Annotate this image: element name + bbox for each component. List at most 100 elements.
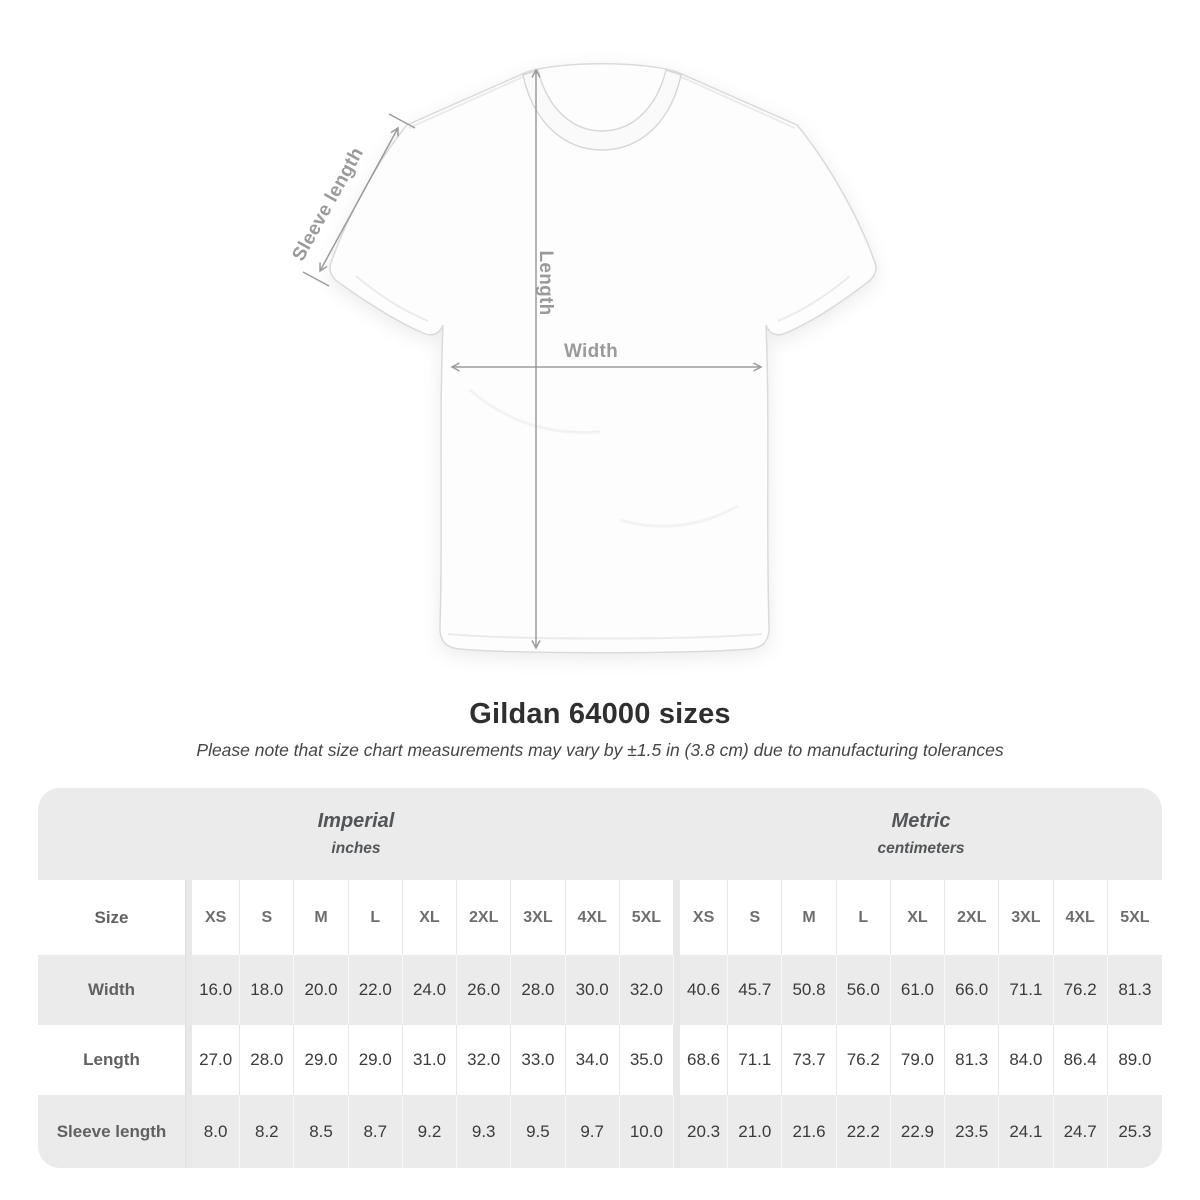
imperial-group-label: Imperial [317, 810, 395, 832]
cell-length-metric-s: 71.1 [728, 1025, 783, 1095]
page-title: Gildan 64000 sizes [469, 698, 731, 730]
cell-sleeve-length-metric-5xl: 25.3 [1107, 1095, 1162, 1168]
cell-sleeve-length-metric-4xl: 24.7 [1053, 1095, 1108, 1168]
size-header-imperial-2xl: 2XL [457, 880, 512, 955]
cell-sleeve-length-imperial-2xl: 9.3 [457, 1095, 512, 1168]
metric-group-unit: centimeters [877, 840, 965, 857]
cell-sleeve-length-metric-s: 21.0 [728, 1095, 783, 1168]
size-header-imperial-s: S [240, 880, 295, 955]
cell-width-imperial-l: 22.0 [348, 955, 403, 1025]
cell-sleeve-length-metric-3xl: 24.1 [999, 1095, 1054, 1168]
cell-width-imperial-m: 20.0 [294, 955, 349, 1025]
cell-width-metric-s: 45.7 [728, 955, 783, 1025]
cell-length-imperial-m: 29.0 [294, 1025, 349, 1095]
size-header-metric-xs: XS [673, 880, 729, 955]
size-header-metric-2xl: 2XL [945, 880, 1000, 955]
cell-length-metric-l: 76.2 [836, 1025, 891, 1095]
cell-width-metric-xl: 61.0 [890, 955, 946, 1025]
cell-length-imperial-2xl: 32.0 [457, 1025, 512, 1095]
cell-width-metric-l: 56.0 [836, 955, 891, 1025]
imperial-group-unit: inches [331, 840, 381, 857]
cell-sleeve-length-imperial-3xl: 9.5 [511, 1095, 566, 1168]
row-label-width: Width [38, 955, 186, 1025]
size-header-metric-s: S [728, 880, 783, 955]
cell-width-imperial-xs: 16.0 [186, 955, 241, 1025]
sleeve-length-arrow [319, 126, 399, 273]
size-table-container: Imperial inches Metric centimeters Size X… [38, 788, 1162, 1168]
cell-width-metric-4xl: 76.2 [1053, 955, 1108, 1025]
cell-length-metric-5xl: 89.0 [1107, 1025, 1162, 1095]
cell-width-imperial-5xl: 32.0 [619, 955, 674, 1025]
cell-width-imperial-4xl: 30.0 [565, 955, 620, 1025]
cell-length-metric-3xl: 84.0 [999, 1025, 1054, 1095]
collar [522, 69, 682, 151]
cell-sleeve-length-metric-m: 21.6 [782, 1095, 837, 1168]
tshirt-measurement-diagram: Width Length Sleeve length [288, 63, 877, 654]
size-header-imperial-m: M [294, 880, 349, 955]
cell-length-imperial-3xl: 33.0 [511, 1025, 566, 1095]
tshirt-illustration [329, 63, 877, 654]
cell-length-imperial-xs: 27.0 [186, 1025, 241, 1095]
cell-width-metric-xs: 40.6 [673, 955, 729, 1025]
row-label-sleeve-length: Sleeve length [38, 1095, 186, 1168]
size-header-imperial-l: L [348, 880, 403, 955]
metric-group-header: Metric centimeters [673, 788, 1162, 880]
left-sleeve-hem [355, 275, 429, 322]
cell-sleeve-length-metric-2xl: 23.5 [945, 1095, 1000, 1168]
size-header-imperial-3xl: 3XL [511, 880, 566, 955]
cell-width-imperial-s: 18.0 [240, 955, 295, 1025]
row-label-length: Length [38, 1025, 186, 1095]
cell-length-imperial-l: 29.0 [348, 1025, 403, 1095]
size-table-body: Size XS S M L XL 2XL 3XL 4XL 5XL XS S M L XL 2XL 3XL 4XL 5… [38, 880, 1162, 1168]
sleeve-arrow-bottom-tick [302, 271, 330, 287]
size-table: Imperial inches Metric centimeters Size X… [38, 788, 1162, 1168]
tolerance-note: Please note that size chart measurements… [196, 740, 1004, 760]
measurement-row-width: Width 16.0 18.0 20.0 22.0 24.0 26.0 28.0 30.0 32.… [38, 955, 1162, 1025]
cell-length-metric-4xl: 86.4 [1053, 1025, 1108, 1095]
size-header-imperial-4xl: 4XL [565, 880, 620, 955]
cell-length-imperial-xl: 31.0 [402, 1025, 458, 1095]
width-label: Width [564, 341, 618, 362]
left-shoulder-seam [408, 75, 526, 129]
measurement-row-sleeve-length: Sleeve length 8.0 8.2 8.5 8.7 9.2 9.3 9.5 9.7 10.… [38, 1095, 1162, 1168]
cell-length-metric-m: 73.7 [782, 1025, 837, 1095]
cell-sleeve-length-metric-xl: 22.9 [890, 1095, 946, 1168]
cell-width-metric-5xl: 81.3 [1107, 955, 1162, 1025]
cell-length-metric-xs: 68.6 [673, 1025, 729, 1095]
cell-width-imperial-2xl: 26.0 [457, 955, 512, 1025]
sleeve-arrow-top-tick [388, 113, 416, 129]
cell-sleeve-length-imperial-5xl: 10.0 [619, 1095, 674, 1168]
imperial-group-header: Imperial inches [38, 788, 674, 880]
cell-width-imperial-3xl: 28.0 [511, 955, 566, 1025]
size-header-metric-xl: XL [890, 880, 946, 955]
cell-width-metric-m: 50.8 [782, 955, 837, 1025]
size-header-metric-l: L [836, 880, 891, 955]
length-label: Length [535, 250, 556, 315]
title-block: Gildan 64000 sizes Please note that size… [0, 698, 1200, 761]
cell-sleeve-length-imperial-l: 8.7 [348, 1095, 403, 1168]
cell-length-imperial-4xl: 34.0 [565, 1025, 620, 1095]
right-shoulder-seam [678, 75, 796, 129]
cell-width-imperial-xl: 24.0 [402, 955, 458, 1025]
unit-group-header-row: Imperial inches Metric centimeters [38, 788, 1162, 880]
size-header-imperial-xs: XS [186, 880, 241, 955]
cell-sleeve-length-imperial-m: 8.5 [294, 1095, 349, 1168]
size-header-metric-5xl: 5XL [1107, 880, 1162, 955]
cell-sleeve-length-imperial-xs: 8.0 [186, 1095, 241, 1168]
size-column-label: Size [38, 880, 186, 955]
cell-sleeve-length-imperial-s: 8.2 [240, 1095, 295, 1168]
cell-sleeve-length-metric-l: 22.2 [836, 1095, 891, 1168]
bottom-hem [447, 633, 763, 640]
cell-sleeve-length-imperial-4xl: 9.7 [565, 1095, 620, 1168]
size-header-metric-4xl: 4XL [1053, 880, 1108, 955]
cell-length-metric-xl: 79.0 [890, 1025, 946, 1095]
cell-sleeve-length-imperial-xl: 9.2 [402, 1095, 458, 1168]
size-header-imperial-5xl: 5XL [619, 880, 674, 955]
cell-width-metric-3xl: 71.1 [999, 955, 1054, 1025]
cell-length-imperial-5xl: 35.0 [619, 1025, 674, 1095]
size-header-imperial-xl: XL [402, 880, 458, 955]
size-header-metric-3xl: 3XL [999, 880, 1054, 955]
metric-group-label: Metric [891, 810, 951, 832]
cell-length-imperial-s: 28.0 [240, 1025, 295, 1095]
